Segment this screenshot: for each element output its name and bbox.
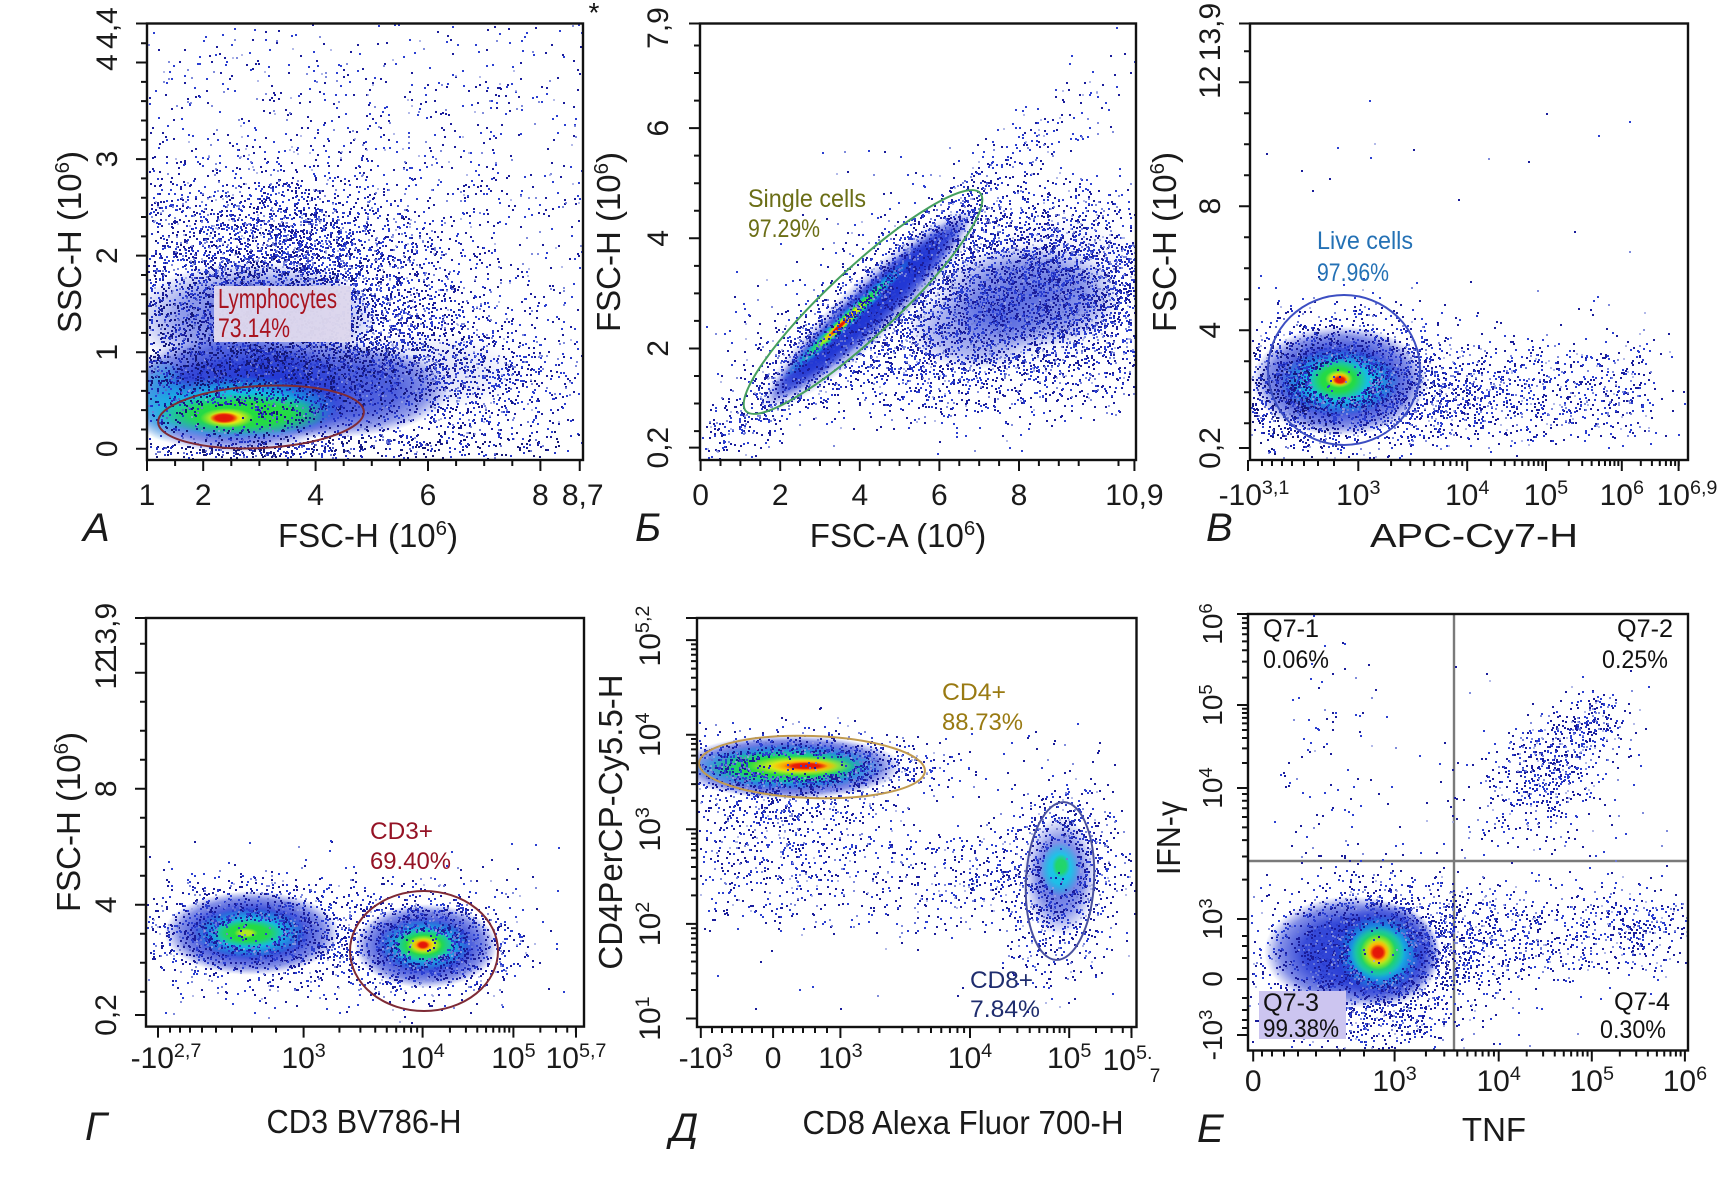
svg-text:0: 0 [1197, 971, 1228, 987]
svg-text:0,2: 0,2 [1194, 427, 1227, 469]
svg-text:88.73%: 88.73% [942, 709, 1023, 736]
svg-text:73.14%: 73.14% [218, 313, 290, 343]
svg-text:6: 6 [642, 120, 675, 137]
svg-text:TNF: TNF [1462, 1111, 1526, 1148]
svg-text:0.25%: 0.25% [1602, 646, 1668, 674]
svg-text:4,4: 4,4 [91, 7, 124, 49]
svg-text:1: 1 [91, 344, 124, 361]
svg-text:FSC-A (106): FSC-A (106) [810, 517, 986, 554]
svg-text:12: 12 [1194, 66, 1227, 99]
svg-text:FSC-H (106): FSC-H (106) [590, 152, 627, 332]
svg-text:0: 0 [91, 440, 124, 457]
svg-text:13,9: 13,9 [90, 603, 123, 661]
svg-text:69.40%: 69.40% [370, 848, 451, 875]
svg-text:А: А [81, 506, 110, 550]
svg-text:0,2: 0,2 [642, 427, 675, 469]
svg-text:*: * [589, 0, 600, 28]
svg-text:Г: Г [85, 1105, 110, 1149]
svg-text:7: 7 [1150, 1066, 1161, 1087]
svg-text:CD8+: CD8+ [970, 967, 1033, 994]
svg-text:CD4+: CD4+ [942, 679, 1006, 706]
svg-text:CD8 Alexa Fluor 700-H: CD8 Alexa Fluor 700-H [803, 1104, 1124, 1141]
svg-text:CD3 BV786-H: CD3 BV786-H [267, 1103, 462, 1140]
svg-text:IFN-γ: IFN-γ [1150, 801, 1187, 875]
svg-text:8: 8 [1194, 198, 1227, 215]
svg-text:Q7-1: Q7-1 [1263, 615, 1319, 643]
svg-text:0: 0 [692, 479, 709, 512]
svg-text:8,7: 8,7 [562, 479, 604, 512]
svg-text:FSC-H (106): FSC-H (106) [1146, 152, 1183, 332]
svg-text:99.38%: 99.38% [1263, 1015, 1339, 1043]
svg-text:0,2: 0,2 [90, 994, 123, 1036]
svg-text:4: 4 [851, 479, 868, 512]
svg-text:103: 103 [818, 1040, 862, 1075]
svg-text:APC-Cy7-H: APC-Cy7-H [1370, 517, 1578, 554]
svg-text:4: 4 [90, 896, 123, 913]
svg-text:FSC-H (106): FSC-H (106) [50, 732, 87, 912]
svg-text:0.30%: 0.30% [1600, 1016, 1666, 1044]
svg-text:7.84%: 7.84% [970, 996, 1040, 1023]
svg-text:10,9: 10,9 [1105, 479, 1163, 512]
svg-text:8: 8 [532, 479, 549, 512]
svg-text:2: 2 [642, 340, 675, 357]
svg-text:Lymphocytes: Lymphocytes [218, 283, 337, 314]
svg-text:Live cells: Live cells [1317, 227, 1413, 255]
svg-text:7,9: 7,9 [642, 7, 675, 49]
svg-text:6: 6 [420, 479, 437, 512]
svg-text:104: 104 [1445, 477, 1489, 512]
svg-text:Q7-2: Q7-2 [1617, 615, 1673, 643]
svg-text:Д: Д [666, 1106, 698, 1150]
svg-text:2: 2 [91, 247, 124, 264]
svg-text:97.29%: 97.29% [748, 215, 820, 243]
svg-text:Б: Б [635, 506, 661, 550]
svg-text:3: 3 [91, 151, 124, 168]
svg-text:SSC-H (106): SSC-H (106) [51, 151, 88, 333]
svg-text:Q7-4: Q7-4 [1614, 988, 1670, 1016]
svg-text:Е: Е [1197, 1107, 1225, 1151]
svg-text:CD4PerCP-Cy5.5-H: CD4PerCP-Cy5.5-H [592, 674, 629, 969]
svg-text:12: 12 [90, 656, 123, 689]
svg-text:В: В [1206, 506, 1233, 550]
svg-text:Single cells: Single cells [748, 185, 866, 213]
svg-text:4: 4 [307, 479, 324, 512]
svg-text:6: 6 [931, 479, 948, 512]
svg-text:Q7-3: Q7-3 [1263, 989, 1319, 1017]
svg-text:4: 4 [1194, 322, 1227, 339]
svg-text:0: 0 [1245, 1065, 1262, 1098]
svg-text:FSC-H (106): FSC-H (106) [278, 517, 458, 554]
svg-text:97.96%: 97.96% [1317, 259, 1389, 287]
svg-text:CD3+: CD3+ [370, 818, 433, 845]
svg-text:2: 2 [772, 479, 789, 512]
svg-text:2: 2 [195, 479, 212, 512]
svg-text:8: 8 [90, 780, 123, 797]
svg-text:8: 8 [1011, 479, 1028, 512]
svg-text:0.06%: 0.06% [1263, 646, 1329, 674]
svg-text:1: 1 [139, 479, 156, 512]
svg-text:13,9: 13,9 [1194, 3, 1227, 61]
svg-text:4: 4 [91, 54, 124, 71]
svg-text:4: 4 [642, 230, 675, 247]
svg-text:0: 0 [765, 1042, 782, 1075]
